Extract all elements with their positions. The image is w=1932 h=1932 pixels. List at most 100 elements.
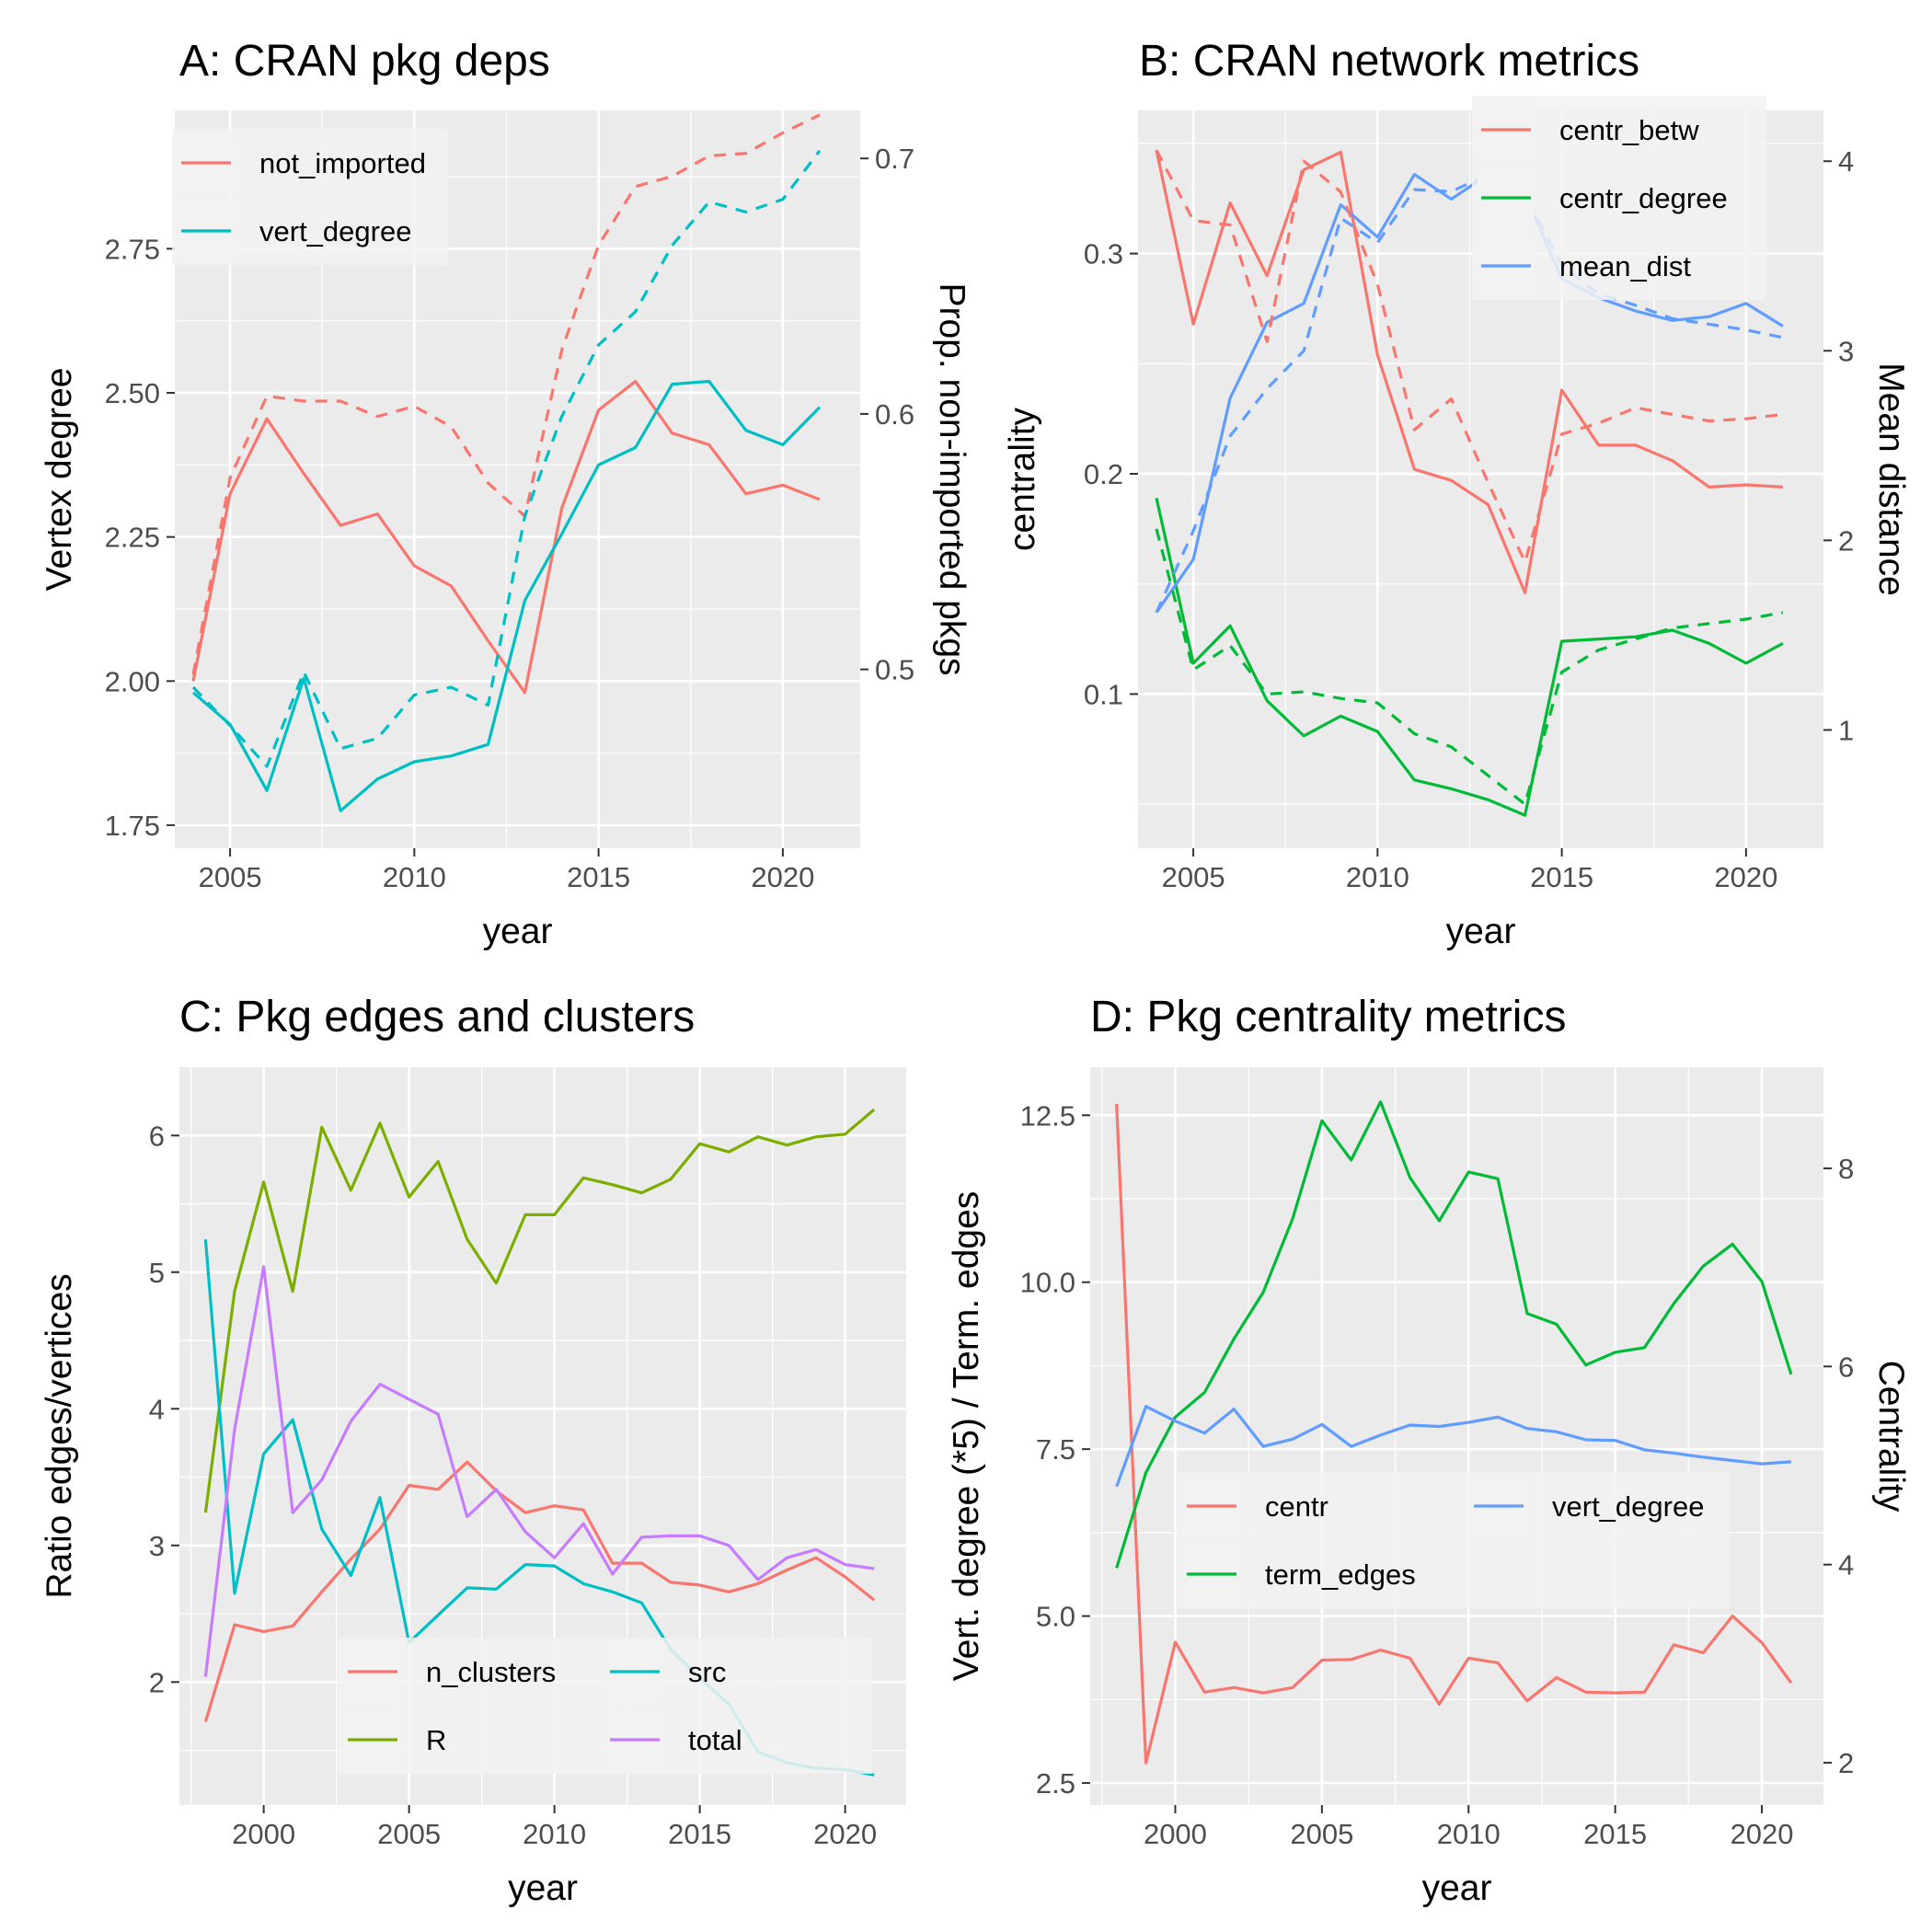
legend-label-centr_degree: centr_degree xyxy=(1559,182,1728,214)
x-tick-label: 2015 xyxy=(668,1818,731,1850)
y2-tick-label: 4 xyxy=(1838,145,1854,178)
y-tick-label: 7.5 xyxy=(1036,1433,1075,1466)
y2-tick-label: 0.7 xyxy=(875,143,914,175)
y-tick-label: 3 xyxy=(149,1530,165,1562)
panel-title: D: Pkg centrality metrics xyxy=(1090,993,1566,1041)
panel-title: B: CRAN network metrics xyxy=(1139,37,1639,86)
y-tick-label: 12.5 xyxy=(1020,1099,1075,1132)
x-axis-title: year xyxy=(1422,1869,1492,1908)
x-tick-label: 2005 xyxy=(1162,861,1225,893)
plot-background xyxy=(1090,1067,1823,1805)
legend-label-mean_dist: mean_dist xyxy=(1559,250,1691,282)
legend: centr term_edges vert_degree xyxy=(1178,1472,1730,1608)
x-tick-label: 2020 xyxy=(813,1818,877,1850)
y2-tick-label: 8 xyxy=(1838,1153,1854,1185)
y2-tick-label: 1 xyxy=(1838,714,1854,746)
series-line-centr_betw xyxy=(1155,149,1783,594)
x-tick-label: 2020 xyxy=(1714,861,1777,893)
panel-c: 2000 2005 2010 2015 2020 2 3 4 5 6 C: Pkg edges an… xyxy=(40,993,906,1908)
panel-title: A: CRAN pkg deps xyxy=(179,37,550,86)
series-lines xyxy=(191,113,822,812)
series-line-n_clusters xyxy=(203,1460,876,1722)
y2-tick-label: 2 xyxy=(1838,1747,1854,1779)
x-axis-title: year xyxy=(508,1869,578,1908)
y-tick-label: 2.5 xyxy=(1036,1767,1075,1800)
y-tick-label: 2 xyxy=(149,1666,165,1698)
y2-axis-title: Centrality xyxy=(1871,1361,1911,1512)
series-line-centr_betw-dashed xyxy=(1155,149,1784,564)
legend: centr_betw centr_degree mean_dist xyxy=(1472,96,1766,300)
y-tick-label: 5 xyxy=(149,1257,165,1289)
series-lines xyxy=(1115,1100,1793,1765)
x-tick-label: 2005 xyxy=(377,1818,441,1850)
panel-a: 2005 2010 2015 2020 1.75 2.00 2.25 2.50 2.75 0.5 0… xyxy=(40,37,972,951)
legend-label-term_edges: term_edges xyxy=(1265,1558,1416,1591)
series-line-centr_degree-dashed xyxy=(1155,528,1784,806)
x-tick-label: 2015 xyxy=(1530,861,1593,893)
y-axis-title: Ratio edges/vertices xyxy=(40,1273,79,1598)
y2-tick-label: 0.5 xyxy=(875,654,914,686)
x-tick-label: 2020 xyxy=(1731,1818,1794,1850)
y-tick-label: 6 xyxy=(149,1120,165,1152)
series-line-mean_dist xyxy=(1155,173,1784,614)
series-line-vert_degree xyxy=(1115,1405,1792,1488)
y-tick-label: 2.50 xyxy=(105,377,160,409)
y2-axis-title: Mean distance xyxy=(1871,362,1911,596)
x-tick-label: 2005 xyxy=(199,861,262,893)
x-tick-label: 2010 xyxy=(523,1818,586,1850)
legend-background xyxy=(339,1638,872,1774)
y-axis-title: centrality xyxy=(1003,407,1042,551)
legend-label-src: src xyxy=(688,1656,726,1688)
legend-label-n_clusters: n_clusters xyxy=(426,1656,556,1688)
y-tick-label: 5.0 xyxy=(1036,1601,1075,1633)
series-line-not_imported-dashed xyxy=(191,113,821,675)
series-line-vert_degree xyxy=(191,379,822,812)
series-lines xyxy=(1155,149,1784,817)
y-tick-label: 1.75 xyxy=(105,810,160,842)
panel-title: C: Pkg edges and clusters xyxy=(179,993,695,1041)
x-tick-label: 2010 xyxy=(1346,861,1409,893)
x-tick-label: 2000 xyxy=(1144,1818,1207,1850)
y-tick-label: 2.75 xyxy=(105,233,160,265)
series-line-mean_dist-dashed xyxy=(1155,173,1784,614)
x-tick-label: 2015 xyxy=(567,861,630,893)
y-tick-label: 2.25 xyxy=(105,522,160,554)
legend-background xyxy=(1178,1472,1730,1608)
x-tick-label: 2005 xyxy=(1290,1818,1353,1850)
legend-label-centr: centr xyxy=(1265,1490,1328,1523)
y-tick-label: 2.00 xyxy=(105,665,160,697)
panel-b: 2005 2010 2015 2020 0.1 0.2 0.3 1 2 3 4 B: CRAN net… xyxy=(1003,37,1911,951)
series-line-term_edges xyxy=(1115,1100,1793,1569)
legend-label-total: total xyxy=(688,1724,742,1756)
y2-tick-label: 0.6 xyxy=(875,398,914,431)
x-axis-title: year xyxy=(483,912,553,951)
series-line-total xyxy=(203,1265,875,1677)
y-tick-label: 10.0 xyxy=(1020,1267,1075,1299)
y-tick-label: 0.3 xyxy=(1084,238,1123,270)
legend-label-vert_degree: vert_degree xyxy=(1552,1490,1704,1523)
y-tick-label: 0.1 xyxy=(1084,678,1123,710)
legend-label-vert_degree: vert_degree xyxy=(259,215,411,247)
y-tick-label: 0.2 xyxy=(1084,458,1123,490)
x-tick-label: 2020 xyxy=(751,861,814,893)
y2-tick-label: 2 xyxy=(1838,524,1854,557)
legend: not_imported vert_degree xyxy=(172,129,448,265)
x-tick-label: 2010 xyxy=(1437,1818,1501,1850)
x-axis-title: year xyxy=(1446,912,1516,951)
y2-tick-label: 3 xyxy=(1838,335,1854,367)
series-line-vert_degree-dashed xyxy=(191,149,822,768)
y2-tick-label: 6 xyxy=(1838,1351,1854,1383)
y-axis-title: Vertex degree xyxy=(40,368,79,592)
x-tick-label: 2000 xyxy=(232,1818,295,1850)
series-line-centr xyxy=(1115,1103,1793,1765)
panel-d: 2000 2005 2010 2015 2020 2.5 5.0 7.5 10.0 12.5 2 4 6… xyxy=(947,993,1911,1908)
legend-label-R: R xyxy=(426,1724,446,1756)
y-axis-title: Vert. degree (*5) / Term. edges xyxy=(947,1191,986,1682)
legend-label-centr_betw: centr_betw xyxy=(1559,114,1699,146)
y2-axis-title: Prop. non-imported pkgs xyxy=(932,282,972,675)
x-tick-label: 2015 xyxy=(1583,1818,1647,1850)
legend-label-not_imported: not_imported xyxy=(259,147,426,179)
y2-tick-label: 4 xyxy=(1838,1549,1854,1581)
